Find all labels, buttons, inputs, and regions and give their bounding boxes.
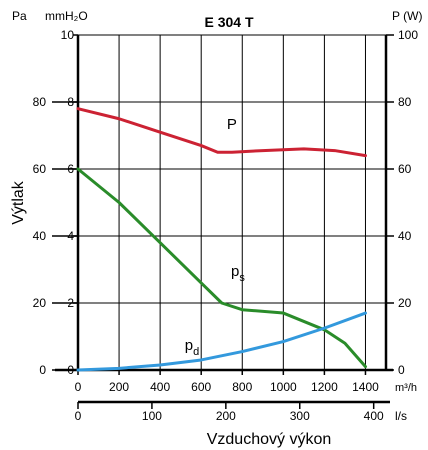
series-label-subscript: s bbox=[239, 272, 245, 284]
tick-label-ls: 300 bbox=[290, 409, 310, 423]
tick-label-w: 20 bbox=[398, 296, 412, 310]
tick-label-w: 0 bbox=[398, 363, 405, 377]
series-label: P bbox=[227, 116, 237, 133]
tick-label-ls: 100 bbox=[142, 409, 162, 423]
tick-label-pa: 60 bbox=[33, 162, 47, 176]
tick-label-x: 800 bbox=[232, 380, 252, 394]
axes bbox=[52, 34, 394, 409]
grid bbox=[77, 34, 386, 371]
tick-label-w: 80 bbox=[398, 95, 412, 109]
plot-frame bbox=[77, 34, 387, 371]
tick-label-x: 1000 bbox=[270, 380, 297, 394]
series-label: pd bbox=[185, 337, 199, 358]
left-unit-pa: Pa bbox=[12, 9, 27, 23]
tick-label-x: 0 bbox=[75, 380, 82, 394]
chart-title: E 304 T bbox=[204, 14, 253, 30]
tick-label-x: 600 bbox=[191, 380, 211, 394]
tick-label-x: 400 bbox=[150, 380, 170, 394]
tick-label-mm: 0 bbox=[67, 363, 74, 377]
tick-label-pa: 0 bbox=[39, 363, 46, 377]
series-label: ps bbox=[231, 263, 245, 284]
tick-label-pa: 40 bbox=[33, 229, 47, 243]
tick-label-mm: 2 bbox=[67, 296, 74, 310]
y-axis-label: Výtlak bbox=[10, 180, 27, 225]
series-line-pd bbox=[76, 311, 367, 372]
tick-label-pa: 80 bbox=[33, 95, 47, 109]
series-line-ps bbox=[76, 167, 367, 369]
x-axis-label: Vzduchový výkon bbox=[207, 431, 332, 448]
tick-label-x: 1400 bbox=[352, 380, 379, 394]
tick-label-pa: 20 bbox=[33, 296, 47, 310]
tick-label-ls: 0 bbox=[75, 409, 82, 423]
tick-label-w: 100 bbox=[398, 28, 418, 42]
tick-label-w: 60 bbox=[398, 162, 412, 176]
tick-label-mm: 4 bbox=[67, 229, 74, 243]
tick-label-x: 200 bbox=[109, 380, 129, 394]
tick-label-ls: 400 bbox=[364, 409, 384, 423]
tick-label-w: 40 bbox=[398, 229, 412, 243]
tick-label-mm: 8 bbox=[67, 95, 74, 109]
tick-label-x: 1200 bbox=[311, 380, 338, 394]
left-unit-mmh2o: mmH₂O bbox=[45, 9, 88, 23]
tick-label-ls: 200 bbox=[216, 409, 236, 423]
series-layer bbox=[76, 107, 367, 372]
x-unit-primary: m³/h bbox=[395, 382, 417, 394]
x-unit-secondary: l/s bbox=[395, 409, 407, 423]
series-label-subscript: d bbox=[193, 346, 199, 358]
series-line-P bbox=[76, 107, 367, 158]
tick-label-mm: 6 bbox=[67, 162, 74, 176]
right-unit: P (W) bbox=[392, 9, 422, 23]
tick-label-mm: 10 bbox=[61, 28, 75, 42]
